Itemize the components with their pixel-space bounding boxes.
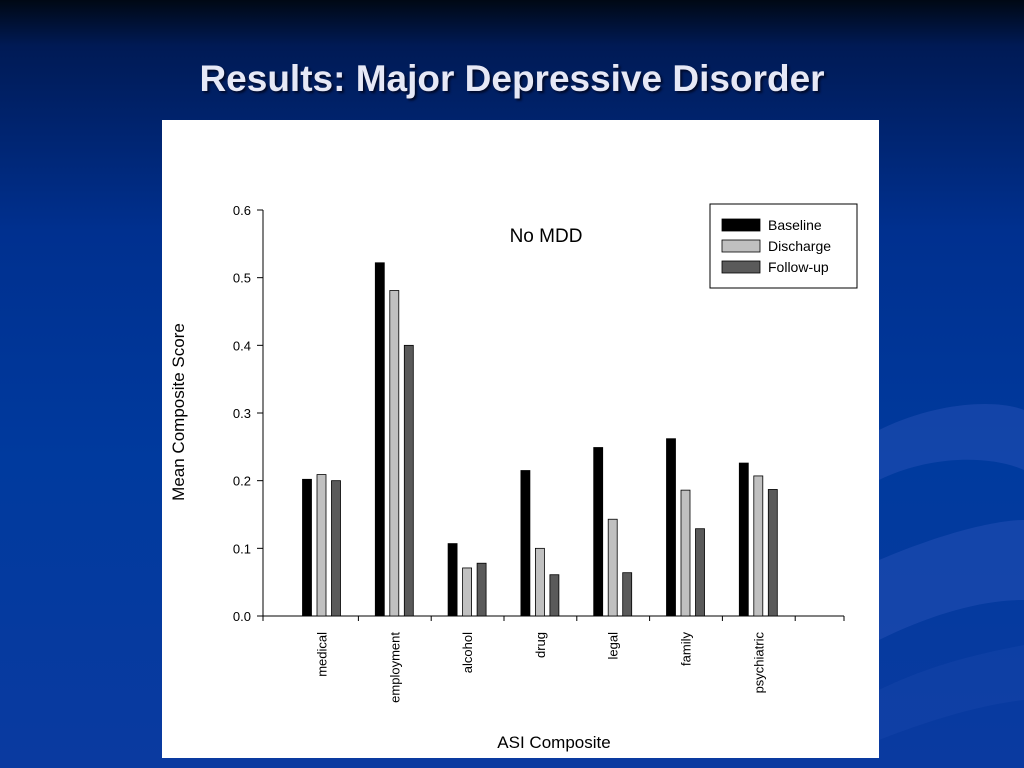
bar-discharge-family bbox=[680, 489, 691, 617]
y-tick-label: 0.1 bbox=[233, 541, 251, 556]
bar-discharge-employment bbox=[389, 290, 400, 617]
bar-follow-up-employment bbox=[403, 344, 414, 617]
bar-baseline-legal bbox=[593, 447, 604, 617]
bar-chart: 0.0 0.1 0.2 0.3 0.4 0.5 0.6 medical employment al… bbox=[169, 203, 858, 752]
legend-swatch-baseline bbox=[721, 218, 761, 232]
bar-discharge-drug bbox=[534, 547, 545, 617]
x-tick-label-alcohol: alcohol bbox=[460, 632, 475, 673]
bar-follow-up-drug bbox=[549, 574, 560, 617]
y-tick-label: 0.2 bbox=[233, 474, 251, 489]
y-tick-label: 0.3 bbox=[233, 406, 251, 421]
legend-label: Baseline bbox=[768, 217, 822, 233]
y-tick-label: 0.4 bbox=[233, 338, 251, 353]
legend-label: Discharge bbox=[768, 238, 831, 254]
bar-baseline-alcohol bbox=[447, 543, 458, 617]
chart-panel: 0.0 0.1 0.2 0.3 0.4 0.5 0.6 medical employment al… bbox=[162, 120, 879, 758]
x-tick-label-psychiatric: psychiatric bbox=[751, 632, 766, 694]
bar-discharge-alcohol bbox=[462, 567, 473, 617]
x-axis-label: ASI Composite bbox=[497, 733, 610, 752]
x-tick-label-drug: drug bbox=[533, 632, 548, 658]
legend-swatch-discharge bbox=[721, 239, 761, 253]
y-tick-label: 0.6 bbox=[233, 203, 251, 218]
bar-follow-up-alcohol bbox=[476, 562, 487, 617]
x-tick-label-family: family bbox=[679, 632, 694, 666]
bar-discharge-legal bbox=[607, 518, 618, 617]
legend-swatch-follow-up bbox=[721, 260, 761, 274]
y-axis-label: Mean Composite Score bbox=[169, 323, 188, 501]
chart-bars bbox=[302, 262, 778, 617]
chart-labels: 0.0 0.1 0.2 0.3 0.4 0.5 0.6 medical employment al… bbox=[233, 203, 766, 703]
slide-title: Results: Major Depressive Disorder bbox=[199, 58, 825, 99]
x-tick-label-employment: employment bbox=[387, 632, 402, 703]
x-tick-label-medical: medical bbox=[315, 632, 330, 677]
bar-follow-up-family bbox=[695, 528, 705, 617]
x-tick-label-legal: legal bbox=[606, 632, 621, 660]
bar-baseline-psychiatric bbox=[738, 462, 749, 617]
y-tick-label: 0.0 bbox=[233, 609, 251, 624]
chart-legend: Baseline Discharge Follow-up bbox=[709, 203, 858, 289]
bar-baseline-medical bbox=[302, 478, 312, 617]
bar-baseline-employment bbox=[374, 262, 385, 617]
y-tick-label: 0.5 bbox=[233, 271, 251, 286]
bar-baseline-drug bbox=[520, 470, 531, 617]
chart-title: No MDD bbox=[510, 226, 583, 247]
bar-follow-up-psychiatric bbox=[767, 489, 778, 617]
bar-discharge-medical bbox=[316, 474, 327, 617]
bar-follow-up-legal bbox=[622, 572, 633, 617]
bar-discharge-psychiatric bbox=[753, 475, 764, 617]
bar-follow-up-medical bbox=[331, 480, 341, 617]
legend-label: Follow-up bbox=[768, 259, 829, 275]
bar-baseline-family bbox=[666, 438, 676, 617]
